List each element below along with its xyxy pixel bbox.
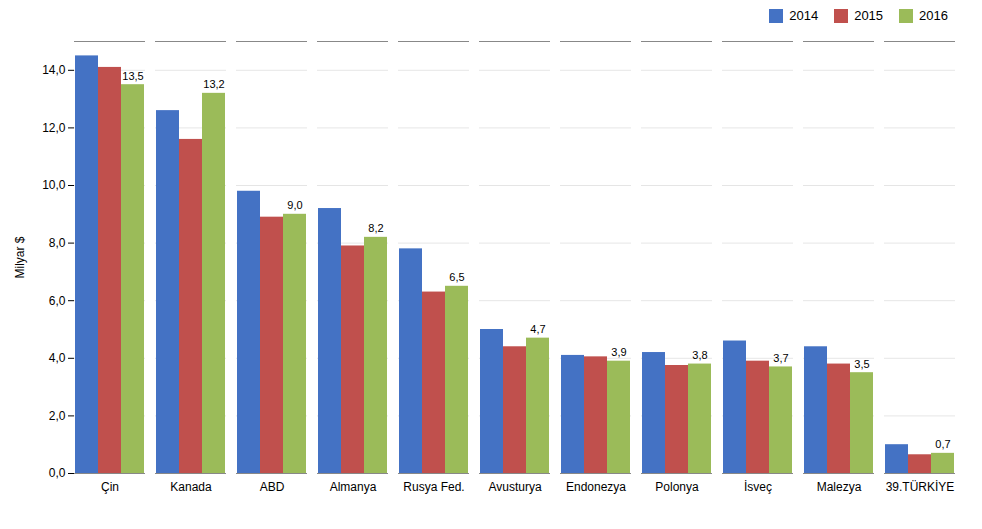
svg-text:3,8: 3,8 (692, 349, 707, 361)
svg-text:İsveç: İsveç (744, 480, 772, 494)
svg-text:Endonezya: Endonezya (566, 480, 626, 494)
svg-text:6,5: 6,5 (449, 271, 464, 283)
svg-text:13,5: 13,5 (122, 70, 143, 82)
svg-text:3,9: 3,9 (611, 346, 626, 358)
svg-text:2,0: 2,0 (49, 409, 66, 423)
html-text:2015: 2015 (854, 8, 884, 23)
html-text:2014: 2014 (789, 8, 819, 23)
svg-text:8,2: 8,2 (368, 222, 383, 234)
svg-text:12,0: 12,0 (42, 121, 66, 135)
svg-text:Almanya: Almanya (330, 480, 377, 494)
svg-text:Polonya: Polonya (655, 480, 699, 494)
svg-text:Rusya Fed.: Rusya Fed. (403, 480, 464, 494)
svg-text:8,0: 8,0 (49, 236, 66, 250)
svg-text:0,0: 0,0 (49, 466, 66, 480)
svg-text:10,0: 10,0 (42, 178, 66, 192)
svg-text:Milyar $: Milyar $ (13, 236, 27, 278)
svg-text:4,7: 4,7 (530, 323, 545, 335)
svg-text:ABD: ABD (260, 480, 285, 494)
svg-text:4,0: 4,0 (49, 351, 66, 365)
svg-text:Kanada: Kanada (170, 480, 212, 494)
svg-text:Avusturya: Avusturya (488, 480, 541, 494)
svg-text:3,7: 3,7 (773, 352, 788, 364)
svg-text:Malezya: Malezya (817, 480, 862, 494)
svg-text:39.TÜRKİYE: 39.TÜRKİYE (886, 480, 955, 494)
svg-text:6,0: 6,0 (49, 294, 66, 308)
svg-text:14,0: 14,0 (42, 63, 66, 77)
svg-text:0,7: 0,7 (935, 438, 950, 450)
svg-text:9,0: 9,0 (287, 199, 302, 211)
svg-text:Çin: Çin (101, 480, 119, 494)
svg-text:3,5: 3,5 (854, 358, 869, 370)
html-text:2016: 2016 (919, 8, 948, 23)
svg-text:13,2: 13,2 (203, 78, 224, 90)
